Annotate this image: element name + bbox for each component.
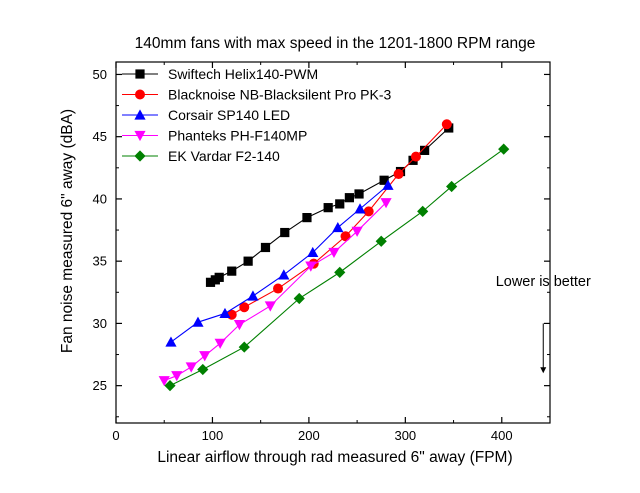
data-point (410, 151, 421, 162)
y-axis-label: Fan noise measured 6" away (dBA) (59, 109, 76, 353)
data-point (280, 227, 290, 238)
plot-frame (115, 61, 551, 424)
data-point (354, 189, 364, 199)
legend-label: Corsair SP140 LED (168, 107, 290, 123)
data-point (334, 266, 346, 278)
data-point (192, 316, 204, 327)
data-point (247, 290, 259, 301)
data-point (158, 376, 170, 387)
y-tick-label: 35 (93, 254, 107, 269)
data-point (351, 226, 363, 237)
data-point (382, 179, 394, 190)
data-point (380, 198, 392, 209)
legend-label: EK Vardar F2-140 (168, 148, 280, 164)
annotation: Lower is better (496, 274, 591, 374)
x-axis-label: Linear airflow through rad measured 6" a… (157, 449, 512, 466)
series-3 (158, 198, 392, 387)
data-point (205, 277, 216, 287)
data-point (354, 203, 366, 214)
data-point (363, 206, 374, 217)
x-tick-label: 100 (202, 428, 224, 443)
data-point (293, 292, 305, 305)
data-point (498, 143, 510, 155)
legend-item: Blacknoise NB-Blacksilent Pro PK-3 (122, 87, 392, 103)
legend-marker (134, 130, 146, 142)
legend-marker (134, 109, 146, 120)
series-2 (165, 179, 394, 347)
y-tick-label: 45 (93, 129, 107, 144)
series-line (170, 184, 389, 343)
chart-title: 140mm fans with max speed in the 1201-18… (135, 35, 536, 52)
data-point (375, 235, 387, 247)
x-tick-label: 0 (112, 428, 119, 443)
data-point (307, 246, 319, 258)
data-point (239, 302, 250, 313)
x-tick-label: 200 (298, 428, 320, 443)
legend-item: EK Vardar F2-140 (122, 148, 280, 164)
legend-label: Swiftech Helix140-PWM (168, 66, 318, 82)
data-point (335, 199, 345, 209)
data-point (323, 203, 333, 213)
legend-item: Corsair SP140 LED (122, 107, 290, 123)
y-tick-label: 30 (93, 316, 107, 331)
data-point (328, 247, 340, 259)
data-point (260, 242, 271, 253)
legend-item: Swiftech Helix140-PWM (122, 66, 318, 82)
annotation-arrow-head (540, 367, 547, 374)
data-point (171, 371, 183, 382)
series-0 (205, 123, 454, 287)
data-point (165, 336, 177, 347)
data-point (227, 266, 237, 276)
data-point (420, 145, 430, 155)
data-point (238, 341, 250, 353)
data-point (164, 380, 176, 392)
data-point (446, 180, 458, 193)
data-point (199, 351, 211, 362)
data-point (264, 301, 276, 312)
series-4 (164, 143, 510, 392)
y-tick-label: 25 (93, 378, 107, 393)
legend-marker (135, 89, 145, 100)
y-tick-label: 40 (93, 191, 107, 206)
data-point (344, 193, 354, 203)
x-tick-label: 400 (491, 428, 513, 443)
data-point (441, 119, 452, 130)
data-point (332, 221, 344, 233)
data-point (185, 362, 197, 373)
data-point (278, 269, 290, 280)
data-point (417, 205, 429, 217)
data-point (340, 231, 351, 242)
legend-marker (134, 150, 146, 162)
legend-label: Blacknoise NB-Blacksilent Pro PK-3 (168, 87, 392, 103)
data-point (243, 256, 253, 266)
plot-layer: 0 100 200 300 400 25 30 35 40 45 50 Swiftech Helix1… (93, 61, 591, 443)
data-point (273, 283, 284, 294)
data-point (302, 213, 312, 223)
data-point (379, 175, 389, 185)
data-point (197, 363, 209, 376)
annotation-text: Lower is better (496, 274, 591, 290)
legend-label: Phanteks PH-F140MP (168, 128, 307, 144)
data-point (214, 272, 224, 282)
data-point (219, 307, 231, 319)
x-tick-label: 300 (394, 428, 416, 443)
data-point (393, 169, 404, 180)
y-tick-label: 50 (93, 67, 107, 82)
legend-item: Phanteks PH-F140MP (122, 128, 307, 144)
data-point (214, 338, 226, 349)
legend: Swiftech Helix140-PWM Blacknoise NB-Black… (122, 66, 392, 164)
data-point (305, 261, 317, 272)
legend-marker (135, 69, 145, 79)
data-point (233, 320, 246, 331)
